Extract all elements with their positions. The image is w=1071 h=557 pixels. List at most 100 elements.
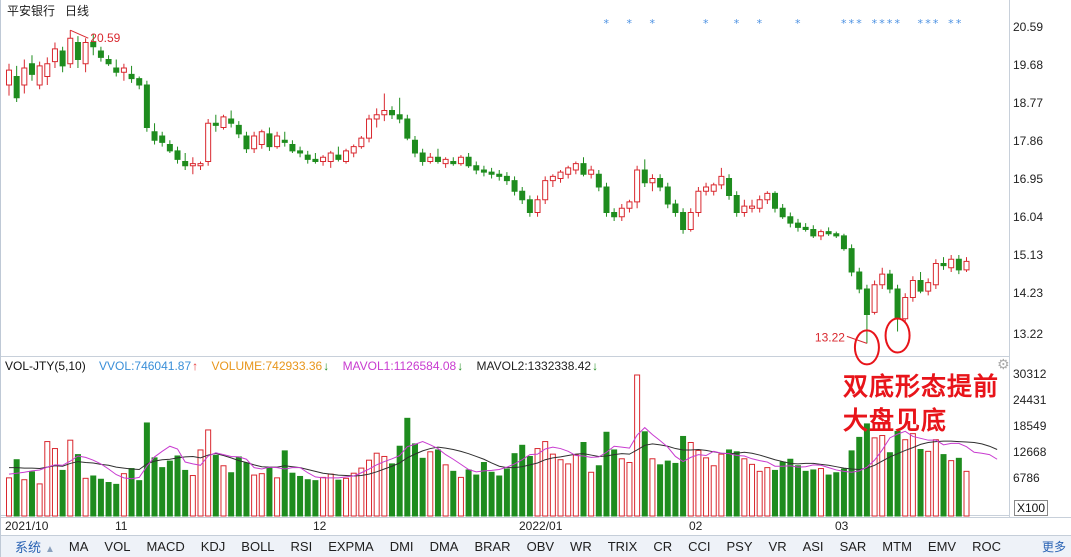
- volume-ma-line-dark: [9, 440, 998, 477]
- gear-icon[interactable]: ⚙: [997, 357, 1010, 373]
- candle-body: [411, 139, 418, 154]
- volume-bar: [886, 452, 893, 517]
- volume-bar: [802, 470, 809, 517]
- candle-body: [580, 163, 587, 175]
- tab-emv[interactable]: EMV: [927, 539, 957, 554]
- volume-bar: [595, 465, 602, 517]
- candle-body: [948, 258, 955, 269]
- tab-roc[interactable]: ROC: [972, 539, 1001, 554]
- signal-marker: *: [872, 17, 878, 30]
- volume-bar: [641, 431, 648, 517]
- tab-kdj[interactable]: KDJ: [200, 539, 226, 554]
- tab-trix[interactable]: TRIX: [607, 539, 638, 554]
- tab-rsi[interactable]: RSI: [290, 539, 313, 554]
- candle-body: [320, 156, 327, 162]
- volume-bar: [503, 468, 510, 517]
- signal-marker: *: [856, 17, 862, 30]
- candle-body: [749, 205, 756, 209]
- signal-marker: *: [887, 17, 893, 30]
- price-tick: 15.13: [1013, 248, 1044, 262]
- candle-body: [381, 110, 388, 116]
- high-price-label: 20.59: [90, 31, 120, 45]
- candle-body: [848, 248, 855, 273]
- candle-body: [243, 135, 250, 150]
- candle-body: [297, 150, 304, 154]
- candle-body: [197, 163, 204, 167]
- tab-sar[interactable]: SAR: [839, 539, 867, 554]
- tab-dma[interactable]: DMA: [429, 539, 459, 554]
- candle-body: [266, 133, 273, 148]
- candle-body: [703, 186, 710, 192]
- high-leader-line: [70, 29, 89, 39]
- tab-cci[interactable]: CCI: [688, 539, 711, 554]
- tab-dmi[interactable]: DMI: [389, 539, 414, 554]
- tab-system[interactable]: 系统 ▲: [1, 537, 61, 556]
- tab-brar[interactable]: BRAR: [474, 539, 511, 554]
- tab-cr[interactable]: CR: [653, 539, 673, 554]
- tab-mtm[interactable]: MTM: [882, 539, 912, 554]
- tab-macd[interactable]: MACD: [146, 539, 185, 554]
- bottom-circle: [884, 317, 911, 354]
- candle-body: [274, 135, 281, 148]
- volume-bar: [526, 455, 533, 517]
- volume-bar: [549, 453, 556, 517]
- candle-body: [434, 156, 441, 162]
- tab-boll[interactable]: BOLL: [241, 539, 275, 554]
- signal-marker: *: [879, 17, 885, 30]
- volume-bar: [664, 460, 671, 517]
- volume-bar: [703, 457, 710, 517]
- volume-bar: [496, 475, 503, 517]
- volume-bar: [963, 470, 970, 517]
- period-label[interactable]: 日线: [65, 4, 90, 18]
- indicator-name[interactable]: VOL-JTY(5,10): [5, 359, 86, 373]
- volume-bar: [794, 465, 801, 517]
- date-tick: 12: [313, 519, 327, 533]
- candle-body: [67, 37, 74, 65]
- volume-bar: [603, 431, 610, 517]
- volume-tick: 18549: [1013, 419, 1047, 433]
- volume-bar: [36, 483, 43, 517]
- volume-bar: [756, 470, 763, 517]
- candle-body: [143, 84, 150, 128]
- candle-body: [603, 186, 610, 213]
- candle-body: [856, 271, 863, 290]
- volume-bar: [817, 468, 824, 517]
- price-panel-frame: [1, 17, 1009, 357]
- indicator-tabbar: 系统 ▲ MA VOL MACD KDJ BOLL RSI EXPMA DMI D…: [1, 535, 1071, 557]
- volume-bar: [450, 470, 457, 517]
- candle-body: [657, 178, 664, 188]
- volume-bar: [182, 469, 189, 517]
- volume-bar: [687, 442, 694, 517]
- tab-vr[interactable]: VR: [768, 539, 787, 554]
- candle-body: [212, 122, 219, 126]
- more-indicators-link[interactable]: 更多: [1041, 540, 1066, 554]
- candle-body: [166, 144, 173, 152]
- tab-wr[interactable]: WR: [570, 539, 592, 554]
- volume-bar: [741, 458, 748, 517]
- candle-body: [427, 156, 434, 162]
- price-tick: 16.04: [1013, 210, 1044, 224]
- volume-unit-box[interactable]: X100: [1014, 500, 1049, 516]
- volume-bar: [366, 459, 373, 517]
- volume-bar: [557, 459, 564, 517]
- tab-obv[interactable]: OBV: [526, 539, 555, 554]
- volume-bar: [442, 464, 449, 517]
- tab-psy[interactable]: PSY: [726, 539, 753, 554]
- candle-body: [595, 173, 602, 188]
- volume-tick: 24431: [1013, 393, 1047, 407]
- tab-ma[interactable]: MA: [68, 539, 89, 554]
- mavol1-value: MAVOL1:1126584.08↓: [342, 359, 464, 373]
- volume-bar: [320, 476, 327, 517]
- candle-body: [36, 65, 43, 86]
- right-axis: [1009, 0, 1071, 518]
- candle-body: [572, 163, 579, 171]
- volume-bar: [611, 449, 618, 517]
- candle-body: [794, 222, 801, 228]
- candle-body: [488, 171, 495, 175]
- tab-asi[interactable]: ASI: [802, 539, 824, 554]
- candle-body: [136, 78, 143, 86]
- tab-vol[interactable]: VOL: [104, 539, 131, 554]
- volume-bar: [480, 462, 487, 517]
- tab-expma[interactable]: EXPMA: [328, 539, 374, 554]
